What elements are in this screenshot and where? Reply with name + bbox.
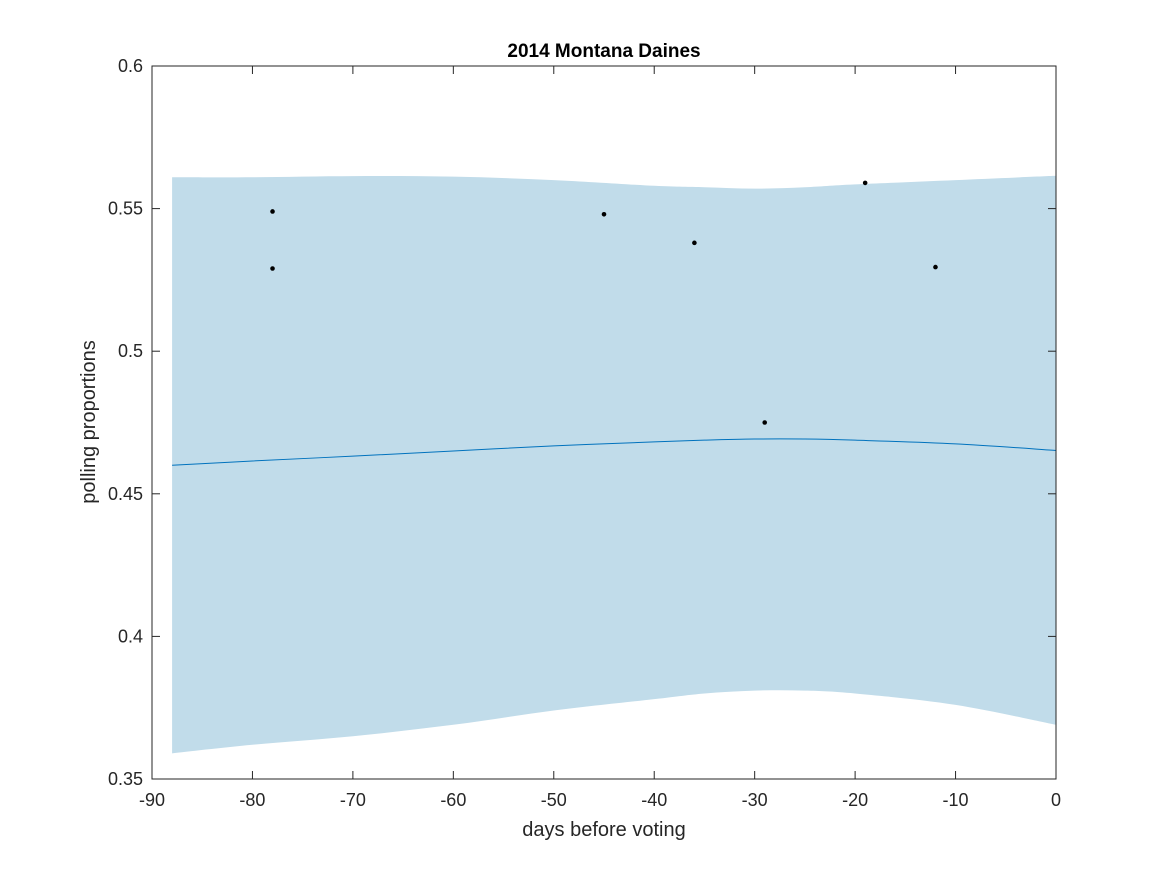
x-tick-label: -30: [742, 790, 768, 810]
axes-box: [151, 65, 1057, 780]
poll-point: [692, 240, 697, 246]
poll-points-layer: [270, 180, 938, 425]
y-axis-label: polling proportions: [78, 340, 100, 503]
x-tick-label: 0: [1051, 790, 1061, 810]
x-tick-label: -80: [239, 790, 265, 810]
x-tick-label: -70: [340, 790, 366, 810]
fit-line: [172, 438, 1057, 466]
poll-point: [270, 266, 275, 271]
poll-point: [862, 180, 868, 186]
poll-point: [933, 264, 938, 270]
ticks-layer: -90 -80 -70 -60 -50 -40 -30 -20 -10 0 0.35 0.4 0.45 0…: [108, 56, 1061, 810]
y-tick-label: 0.55: [108, 199, 143, 219]
x-tick-label: -90: [139, 790, 165, 810]
poll-point: [762, 420, 768, 425]
x-tick-label: -40: [641, 790, 667, 810]
y-tick-label: 0.35: [108, 769, 143, 789]
y-tick-label: 0.6: [118, 56, 143, 76]
confidence-band: [172, 175, 1057, 754]
chart-title: 2014 Montana Daines: [507, 41, 700, 62]
confidence-band-layer: [172, 175, 1057, 754]
x-tick-label: -60: [440, 790, 466, 810]
x-axis-label: days before voting: [522, 819, 685, 841]
fit-line-layer: [172, 438, 1057, 466]
poll-point: [601, 212, 607, 217]
poll-point: [270, 209, 275, 214]
y-tick-label: 0.45: [108, 484, 143, 504]
y-tick-label: 0.4: [118, 626, 143, 646]
y-tick-label: 0.5: [118, 341, 143, 361]
x-tick-label: -10: [943, 790, 969, 810]
x-tick-label: -50: [541, 790, 567, 810]
x-tick-label: -20: [842, 790, 868, 810]
